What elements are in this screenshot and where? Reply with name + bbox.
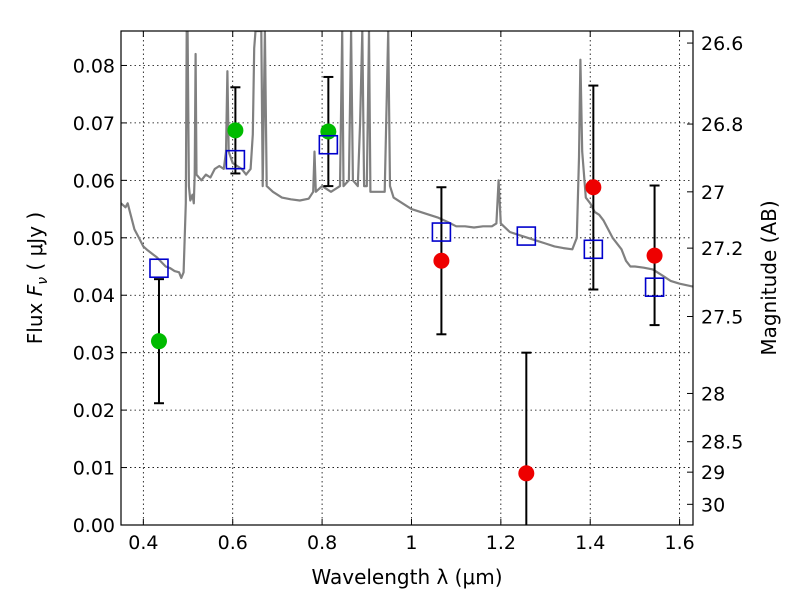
y-tick-label: 0.03 [73,343,115,365]
observed-point [585,179,602,196]
y2-tick-label: 27.5 [701,306,743,328]
model-point [318,134,339,155]
y-tick-label: 0.02 [73,400,115,422]
x-tick-label: 1.6 [664,532,694,554]
tick-layer: 0.4 0.6 0.8 1 1.2 1.4 1.6 0.00 0.01 0.02 0.03 0.04 0… [73,31,743,554]
y2-tick-label: 30 [701,494,725,516]
y-tick-label: 0.06 [73,170,115,192]
x-tick-label: 1.2 [486,532,516,554]
model-points-layer [149,134,665,297]
y2-tick-label: 27 [701,182,725,204]
y-tick-label: 0.04 [73,285,115,307]
model-spectrum-line [121,31,693,288]
model-point [583,239,604,260]
x-tick-label: 0.6 [218,532,248,554]
y-tick-label: 0.05 [73,228,115,250]
observed-point [320,123,337,140]
x-tick-label: 1.4 [575,532,605,554]
model-point [516,226,537,246]
model-point [431,222,452,242]
model-point [149,258,169,279]
y2-tick-label: 28 [701,383,725,405]
y-tick-label: 0.00 [73,515,115,537]
plot-frame [120,30,694,526]
y2-tick-label: 26.8 [701,114,743,136]
y-tick-label: 0.01 [73,458,115,480]
errorbar-layer [153,75,660,525]
model-point [644,277,665,297]
model-spectrum-layer [121,31,693,288]
y2-tick-label: 26.6 [701,33,743,55]
y-tick-label: 0.08 [73,55,115,77]
observed-point [518,465,535,482]
y-axis-label: Flux Fν ( μJy ) [23,212,51,344]
observed-point [227,122,244,139]
x-tick-label: 0.8 [307,532,337,554]
x-tick-label: 1 [405,532,417,554]
observed-point [646,247,663,264]
right-axis-label: Magnitude (AB) [757,200,781,355]
model-point [225,149,246,170]
y2-tick-label: 27.2 [701,238,743,260]
observed-point [433,252,450,269]
y2-tick-label: 29 [701,462,725,484]
y-tick-label: 0.07 [73,113,115,135]
y2-tick-label: 28.5 [701,432,743,454]
observed-points-layer [150,122,663,482]
x-axis-label: Wavelength λ (μm) [311,565,502,589]
observed-point [150,333,167,350]
grid [121,31,693,526]
x-tick-label: 0.4 [128,532,158,554]
